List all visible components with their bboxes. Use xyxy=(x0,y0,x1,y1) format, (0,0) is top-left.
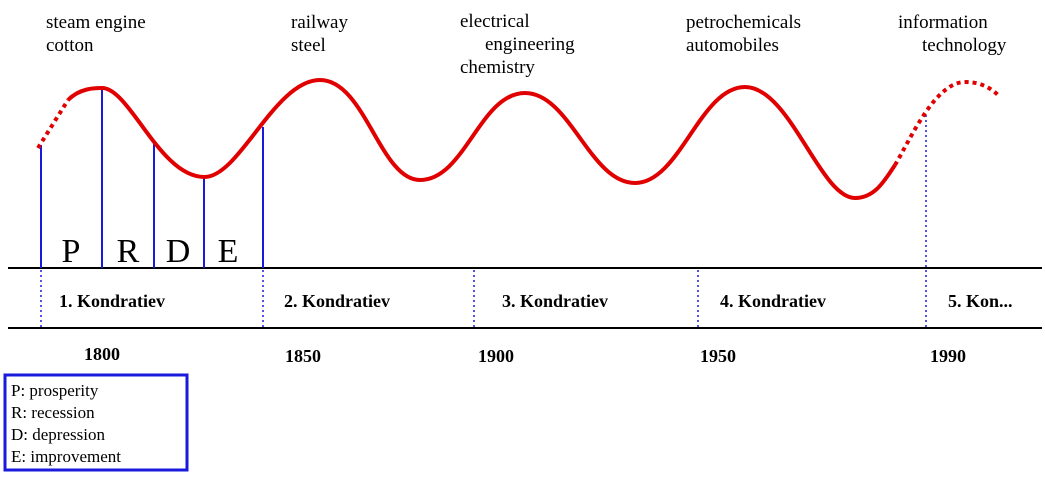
waves: 1. Kondratiev 2. Kondratiev 3. Kondratie… xyxy=(59,291,1013,311)
year-label: 1850 xyxy=(285,346,321,366)
curve-dotted-start xyxy=(36,98,70,150)
legend: P: prosperity R: recession D: depression… xyxy=(11,381,121,466)
year-label: 1800 xyxy=(84,344,120,364)
wave-label: 2. Kondratiev xyxy=(284,291,390,311)
year-label: 1900 xyxy=(478,346,514,366)
years: 1800 1850 1900 1950 1990 xyxy=(84,344,966,366)
wave-label: 3. Kondratiev xyxy=(502,291,608,311)
phase-letter: R xyxy=(117,233,140,270)
innovation-label: chemistry xyxy=(460,57,535,78)
legend-box xyxy=(3,373,189,472)
phase-dividers xyxy=(40,88,264,268)
wave-label: 5. Kon... xyxy=(948,291,1013,311)
phase-letter: P xyxy=(62,233,81,270)
innovation-label: railway xyxy=(291,12,348,33)
innovation-label: engineering xyxy=(485,34,575,55)
innovation-label: petrochemicals xyxy=(686,12,801,33)
year-label: 1950 xyxy=(700,346,736,366)
legend-entry: R: recession xyxy=(11,403,95,422)
innovation-label: steel xyxy=(291,35,326,56)
phase-letter: D xyxy=(166,233,191,270)
curve-dotted-end xyxy=(893,79,1002,167)
legend-entry: P: prosperity xyxy=(11,381,99,400)
phase-letter: E xyxy=(218,233,239,270)
legend-entry: E: improvement xyxy=(11,447,121,466)
year-label: 1990 xyxy=(930,346,966,366)
innovation-label: cotton xyxy=(46,35,94,56)
wave-curve xyxy=(66,77,897,201)
innovation-label: technology xyxy=(922,35,1007,56)
innovation-label: automobiles xyxy=(686,35,779,56)
innovation-label: steam engine xyxy=(46,12,146,33)
innovations: steam engine cotton railway steel electr… xyxy=(46,11,1007,78)
phases: P R D E xyxy=(62,233,239,270)
wave-dividers xyxy=(40,115,927,328)
innovation-label: information xyxy=(898,12,988,33)
wave-label: 1. Kondratiev xyxy=(59,291,165,311)
wave-label: 4. Kondratiev xyxy=(720,291,826,311)
legend-entry: D: depression xyxy=(11,425,105,444)
innovation-label: electrical xyxy=(460,11,530,32)
